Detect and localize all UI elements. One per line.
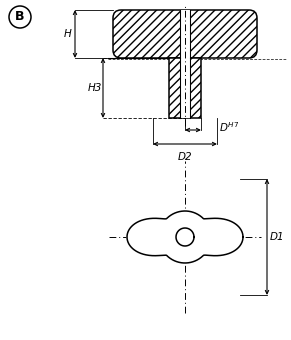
Bar	[180, 10, 190, 58]
Text: H: H	[64, 29, 72, 39]
Bar	[169, 58, 201, 118]
Bar	[180, 58, 190, 118]
Text: B: B	[15, 11, 25, 23]
Polygon shape	[127, 211, 243, 263]
Text: D1: D1	[270, 232, 284, 242]
FancyBboxPatch shape	[113, 10, 257, 58]
Polygon shape	[176, 228, 194, 246]
Text: D2: D2	[178, 152, 192, 162]
Text: $D^{H7}$: $D^{H7}$	[219, 120, 239, 134]
Text: H3: H3	[88, 83, 102, 93]
Bar	[169, 58, 201, 118]
